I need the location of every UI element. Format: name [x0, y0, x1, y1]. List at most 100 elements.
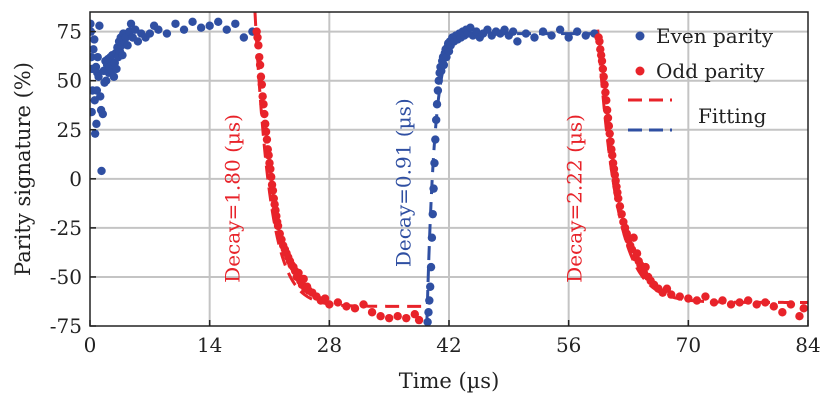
odd-parity-point	[726, 300, 736, 309]
even-parity-point	[95, 21, 104, 30]
odd-parity-point	[595, 37, 604, 46]
odd-parity-point	[735, 298, 744, 307]
even-parity-point	[429, 184, 438, 193]
even-parity-point	[145, 29, 155, 38]
grid	[90, 12, 808, 326]
even-parity-point	[179, 25, 189, 34]
even-parity-point	[425, 296, 434, 305]
odd-parity-point	[259, 100, 268, 109]
x-tick-label: 0	[84, 333, 97, 357]
even-parity-point	[92, 119, 101, 129]
odd-parity-point	[799, 304, 808, 313]
x-tick-label: 56	[556, 333, 581, 357]
even-parity-point	[171, 19, 180, 28]
even-parity-point	[564, 33, 573, 42]
odd-parity-point	[598, 64, 608, 74]
y-tick-label: 25	[57, 118, 82, 142]
even-parity-point	[222, 25, 231, 34]
x-tick-label: 42	[436, 333, 461, 357]
legend-even-label: Even parity	[656, 24, 774, 48]
even-parity-point	[98, 109, 108, 119]
even-parity-point	[426, 262, 436, 272]
legend-odd-marker	[635, 66, 645, 76]
odd-parity-point	[264, 151, 273, 160]
odd-parity-point	[641, 262, 650, 272]
odd-parity-point	[608, 151, 617, 160]
odd-parity-point	[769, 302, 779, 311]
even-parity-point	[90, 35, 99, 44]
odd-parity-point	[701, 292, 710, 301]
even-parity-point	[439, 60, 449, 70]
odd-parity-point	[601, 88, 610, 97]
data-points	[90, 17, 808, 326]
x-tick-label: 70	[676, 333, 701, 357]
x-tick-label: 84	[795, 333, 820, 357]
odd-parity-point	[605, 129, 614, 138]
even-parity-point	[432, 100, 442, 109]
odd-parity-point	[752, 300, 761, 309]
decay-annotation: Decay=2.22 (µs)	[562, 114, 586, 283]
odd-parity-point	[606, 137, 615, 146]
legend: Even parity Odd parity Fitting	[628, 24, 774, 132]
decay-annotation: Decay=1.80 (µs)	[221, 114, 245, 283]
even-parity-point	[90, 19, 95, 28]
even-parity-point	[431, 115, 441, 125]
x-tick-label: 14	[197, 333, 222, 357]
y-tick-label: -50	[50, 265, 82, 289]
even-parity-point	[154, 25, 163, 34]
even-parity-point	[131, 25, 140, 34]
even-parity-point	[424, 308, 433, 317]
odd-parity-point	[257, 80, 267, 89]
odd-parity-point	[256, 72, 266, 81]
even-parity-point	[96, 92, 105, 101]
even-parity-point	[196, 23, 206, 32]
even-parity-point	[123, 41, 132, 50]
odd-parity-point	[662, 284, 672, 293]
even-parity-point	[431, 135, 440, 144]
x-tick-label: 28	[317, 333, 342, 357]
odd-parity-point	[299, 274, 308, 284]
even-parity-point	[118, 50, 127, 60]
odd-parity-point	[253, 33, 262, 42]
even-parity-point	[508, 27, 518, 36]
even-parity-point	[162, 29, 172, 38]
odd-parity-point	[384, 313, 394, 323]
even-parity-point	[109, 72, 119, 81]
odd-parity-point	[786, 300, 796, 309]
even-parity-point	[90, 107, 96, 117]
even-parity-point	[428, 209, 437, 219]
odd-parity-point	[402, 313, 411, 323]
odd-parity-point	[600, 80, 609, 89]
even-parity-point	[112, 64, 121, 74]
even-parity-point	[90, 129, 100, 138]
odd-parity-point	[410, 310, 420, 319]
odd-parity-point	[692, 296, 702, 305]
odd-parity-point	[629, 233, 638, 242]
even-parity-point	[466, 23, 475, 32]
even-parity-point	[433, 86, 443, 95]
even-parity-point	[555, 25, 565, 34]
odd-parity-point	[267, 172, 276, 182]
odd-parity-point	[320, 294, 330, 303]
odd-parity-point	[795, 311, 804, 321]
even-parity-point	[530, 33, 539, 42]
odd-parity-point	[718, 296, 727, 305]
odd-parity-point	[258, 92, 267, 101]
odd-parity-point	[260, 109, 269, 119]
odd-parity-point	[778, 308, 787, 317]
odd-parity-point	[614, 194, 623, 203]
odd-parity-point	[709, 298, 719, 307]
odd-parity-point	[684, 294, 693, 303]
legend-fit-label: Fitting	[698, 104, 767, 128]
odd-parity-point	[393, 311, 402, 321]
even-parity-point	[102, 76, 111, 85]
odd-parity-point	[602, 96, 611, 105]
even-parity-point	[521, 29, 531, 38]
x-axis-label: Time (µs)	[399, 369, 500, 393]
y-tick-label: 75	[57, 20, 82, 44]
even-parity-point	[205, 21, 214, 30]
even-parity-point	[423, 317, 432, 326]
legend-even-marker	[635, 31, 645, 41]
y-axis-label: Parity signature (%)	[11, 62, 35, 276]
